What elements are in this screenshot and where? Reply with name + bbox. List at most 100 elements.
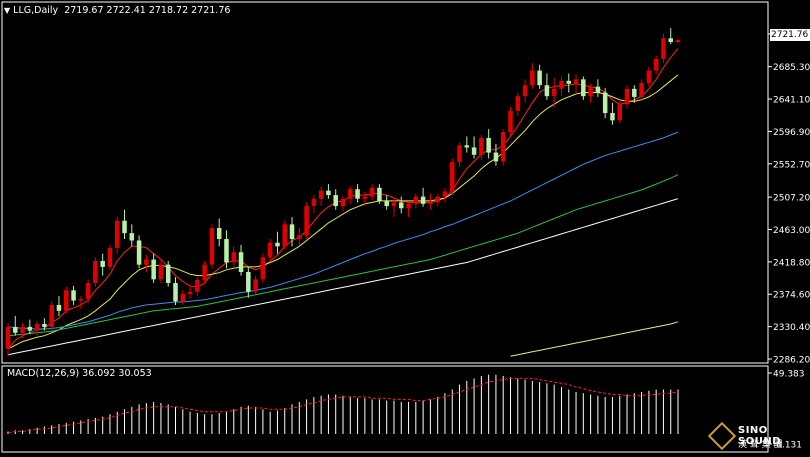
candle-body — [5, 326, 11, 349]
candle-body — [289, 224, 295, 240]
symbol-label: LLG,Daily — [13, 5, 59, 16]
candle-body — [49, 304, 54, 327]
price-tick-label: 2685.30 — [773, 63, 810, 73]
candle-body — [508, 110, 513, 133]
candle-body — [479, 137, 484, 155]
candle-body — [333, 195, 338, 207]
candle-body — [369, 187, 375, 197]
macd-tick-label: -8.131 — [773, 441, 802, 451]
moving-average-green — [7, 174, 679, 337]
candle-body — [384, 200, 389, 207]
price-tick-label: 2286.20 — [773, 356, 810, 366]
candle-body — [675, 39, 681, 42]
candle-body — [173, 282, 178, 302]
candle-body — [646, 70, 652, 84]
candle-body — [355, 189, 360, 199]
candle-body — [442, 191, 448, 197]
candle-body — [165, 264, 171, 283]
candle-body — [209, 228, 215, 265]
price-tick-label: 2374.60 — [773, 291, 810, 301]
candle-body — [420, 196, 426, 204]
candle-body — [318, 190, 324, 199]
candle-body — [566, 80, 572, 84]
candle-body — [530, 70, 535, 86]
candle-body — [275, 242, 280, 247]
candle-body — [348, 189, 353, 199]
moving-average-white — [7, 198, 679, 356]
candle-body — [20, 326, 25, 333]
sino-sound-logo: SINO SOUND 漢 聲 集 團 — [707, 421, 806, 454]
candle-body — [595, 86, 601, 93]
candle-body — [449, 162, 455, 192]
candle-body — [311, 198, 317, 207]
candle-body — [93, 260, 98, 283]
price-tick-label: 2507.20 — [773, 194, 810, 204]
candle-body — [391, 202, 397, 207]
candle-body — [573, 79, 579, 84]
candle-body — [515, 96, 521, 111]
candle-body — [471, 147, 477, 155]
current-price-tag: 2721.76 — [770, 29, 810, 41]
candle-body — [413, 196, 419, 204]
candle-body — [661, 38, 666, 59]
candle-body — [100, 260, 105, 267]
chart-frame — [1, 1, 769, 453]
candle-body — [500, 132, 506, 162]
dropdown-triangle-icon[interactable]: ▼ — [4, 6, 11, 15]
logo-text: SINO SOUND — [738, 425, 781, 447]
candle-body — [464, 145, 470, 148]
candle-body — [114, 220, 120, 248]
candlesticks — [5, 28, 681, 357]
candle-body — [588, 86, 593, 97]
price-tick-label: 2552.70 — [773, 160, 810, 170]
candle-body — [158, 264, 164, 280]
candle-body — [551, 88, 557, 97]
candle-body — [27, 326, 33, 331]
candle-body — [71, 290, 76, 301]
candle-body — [144, 259, 149, 265]
candle-body — [85, 282, 91, 300]
candle-body — [610, 113, 615, 121]
macd-header: MACD(12,26,9) 36.092 30.053 — [7, 368, 152, 379]
candle-body — [457, 145, 462, 163]
candle-body — [34, 323, 40, 331]
macd-panel-border — [1, 365, 769, 453]
candle-body — [13, 326, 18, 333]
candle-body — [653, 58, 659, 71]
candle-body — [246, 271, 251, 292]
candle-body — [668, 38, 673, 42]
candle-body — [559, 80, 564, 89]
candle-body — [581, 79, 586, 97]
candle-body — [260, 257, 266, 280]
candle-body — [216, 228, 222, 240]
candle-body — [253, 279, 258, 292]
main-panel-border — [1, 1, 769, 364]
logo-subtext: 漢 聲 集 團 — [738, 440, 783, 450]
candle-body — [180, 293, 186, 302]
candle-body — [122, 220, 127, 234]
price-tick-label: 2641.10 — [773, 96, 810, 106]
candle-body — [231, 252, 237, 263]
candle-body — [78, 299, 84, 301]
candle-body — [195, 280, 200, 292]
candle-body — [107, 247, 113, 267]
candle-body — [267, 242, 273, 258]
candle-body — [64, 290, 69, 311]
moving-average-lightyellow — [510, 321, 679, 357]
price-tick-label: 2596.90 — [773, 128, 810, 138]
candle-body — [632, 88, 637, 97]
macd-indicator: 49.383 -8.131 — [7, 370, 805, 451]
candle-body — [326, 190, 331, 196]
price-tick-label: 2330.40 — [773, 323, 810, 333]
candle-body — [617, 104, 622, 121]
ohlc-values: 2719.67 2722.41 2718.72 2721.76 — [64, 5, 231, 16]
candle-body — [639, 83, 644, 97]
candle-body — [202, 264, 207, 281]
candle-body — [406, 203, 411, 209]
candle-body — [537, 70, 542, 86]
candle-body — [624, 88, 630, 105]
candle-body — [136, 240, 142, 265]
candle-body — [187, 291, 193, 294]
candle-body — [151, 259, 156, 280]
